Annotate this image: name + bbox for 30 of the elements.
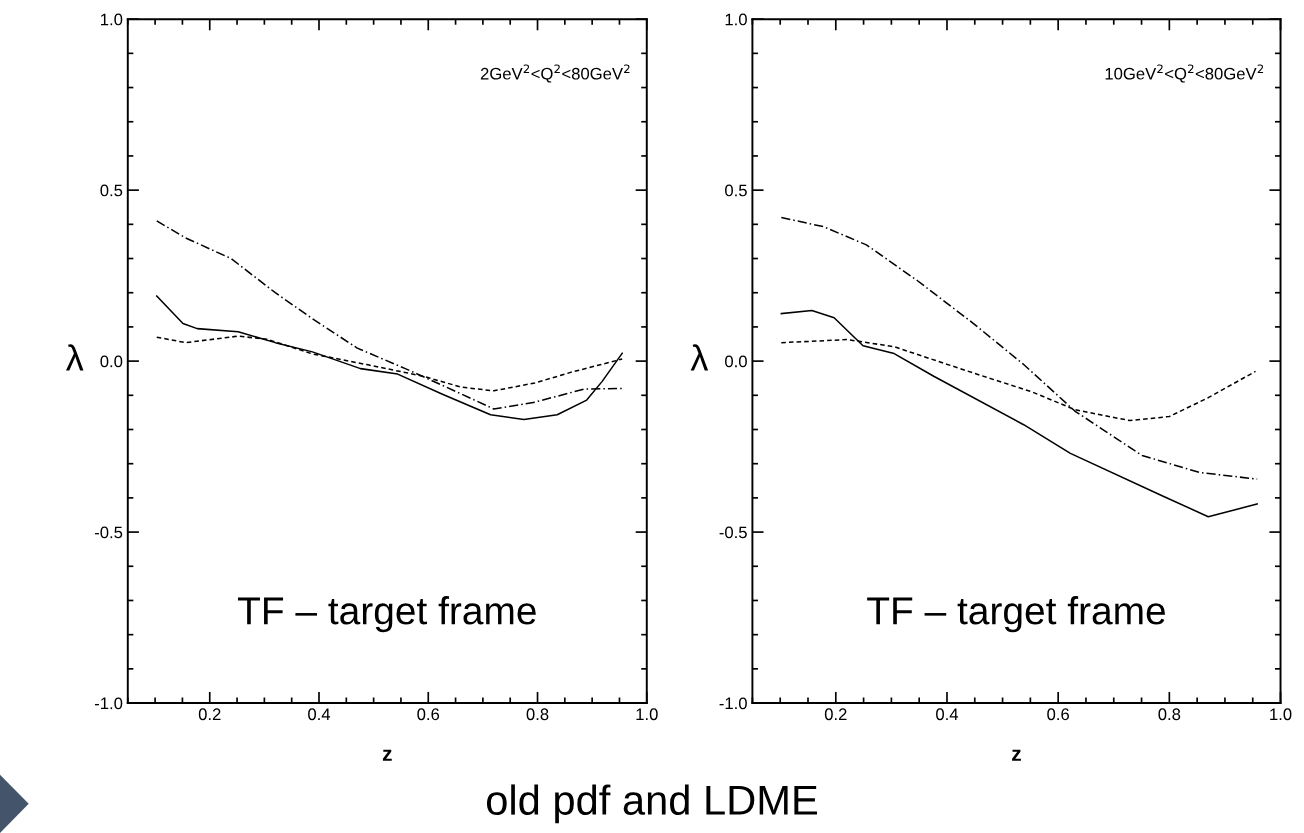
x-tick-label: 0.6 bbox=[1047, 708, 1070, 721]
x-tick-label: 0.8 bbox=[526, 708, 549, 721]
x-tick-label: 1.0 bbox=[636, 708, 658, 721]
y-tick-label: -0.5 bbox=[719, 526, 747, 539]
annotation: 2GeV$^{2}$<Q$^{2}$<80GeV$^{2}$ bbox=[480, 64, 630, 83]
x-tick-label: 0.8 bbox=[1158, 708, 1181, 721]
line-series bbox=[780, 309, 1258, 518]
x-tick-label: 0.2 bbox=[198, 708, 221, 721]
y-axis-title: λ bbox=[65, 344, 84, 371]
y-tick-label: -0.5 bbox=[94, 526, 123, 539]
y-tick-label: 0.0 bbox=[725, 355, 747, 368]
x-tick-label: 1.0 bbox=[1270, 708, 1292, 721]
y-tick-label: 0.0 bbox=[100, 355, 123, 368]
x-tick-label: 0.4 bbox=[308, 708, 331, 721]
x-tick-label: 0.4 bbox=[936, 708, 959, 721]
y-tick-label: -1.0 bbox=[719, 697, 747, 710]
y-tick-label: 0.5 bbox=[100, 184, 123, 197]
annotation: 10GeV$^{2}$<Q$^{2}$<80GeV$^{2}$ bbox=[1105, 64, 1264, 83]
text: old pdf and LDME bbox=[486, 784, 817, 824]
y-tick-label: 1.0 bbox=[101, 13, 123, 26]
annotation: TF – target frame bbox=[867, 596, 1165, 633]
y-tick-label: -1.0 bbox=[94, 697, 123, 710]
y-tick-label: 0.5 bbox=[725, 184, 747, 197]
x-tick-label: 0.6 bbox=[417, 708, 440, 721]
x-tick-label: 0.2 bbox=[824, 708, 847, 721]
y-axis-title: λ bbox=[690, 344, 709, 371]
annotation: TF – target frame bbox=[237, 596, 536, 633]
x-axis-title: z bbox=[382, 749, 392, 761]
y-tick-label: 1.0 bbox=[725, 13, 747, 26]
x-axis-title: z bbox=[1012, 749, 1021, 761]
